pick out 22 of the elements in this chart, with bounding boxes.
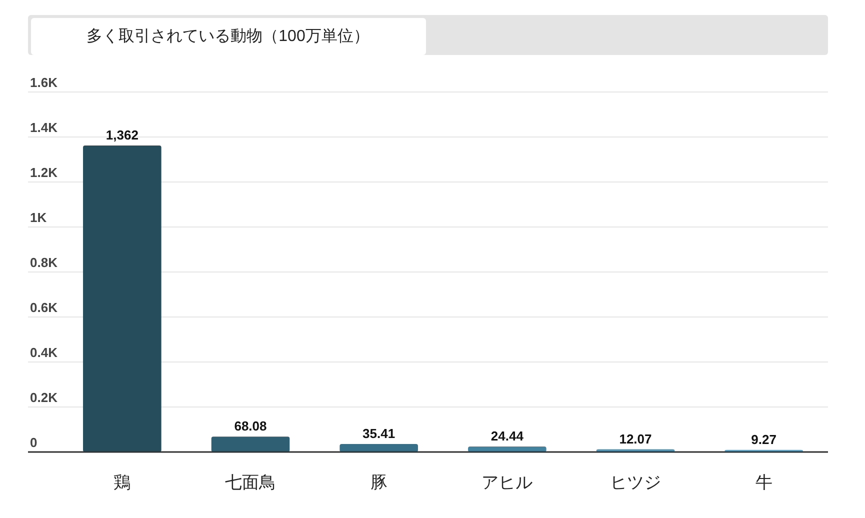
y-tick-label: 1.6K	[30, 75, 58, 90]
chart-title: 多く取引されている動物（100万単位）	[86, 27, 370, 45]
data-label: 1,362	[106, 128, 138, 143]
y-tick-label: 1K	[30, 210, 48, 225]
x-tick-label: アヒル	[482, 473, 533, 492]
x-tick-label: 牛	[755, 473, 772, 492]
x-tick-label: 七面鳥	[225, 473, 276, 492]
data-label: 68.08	[234, 418, 267, 434]
y-tick-label: 1.4K	[30, 120, 58, 135]
y-tick-label: 1.2K	[30, 165, 58, 180]
data-label: 24.44	[490, 428, 524, 444]
x-tick-label: 鶏	[114, 473, 131, 492]
data-label: 35.41	[362, 426, 396, 442]
data-label: 9.27	[751, 432, 776, 447]
y-tick-label: 0.6K	[30, 300, 58, 315]
data-label: 12.07	[619, 431, 652, 446]
y-tick-label: 0.8K	[30, 255, 58, 270]
x-tick-label: ヒツジ	[610, 473, 661, 492]
y-tick-label: 0	[30, 435, 38, 450]
y-tick-label: 0.2K	[30, 390, 58, 405]
x-tick-label: 豚	[370, 473, 388, 492]
y-tick-label: 0.4K	[30, 345, 58, 360]
